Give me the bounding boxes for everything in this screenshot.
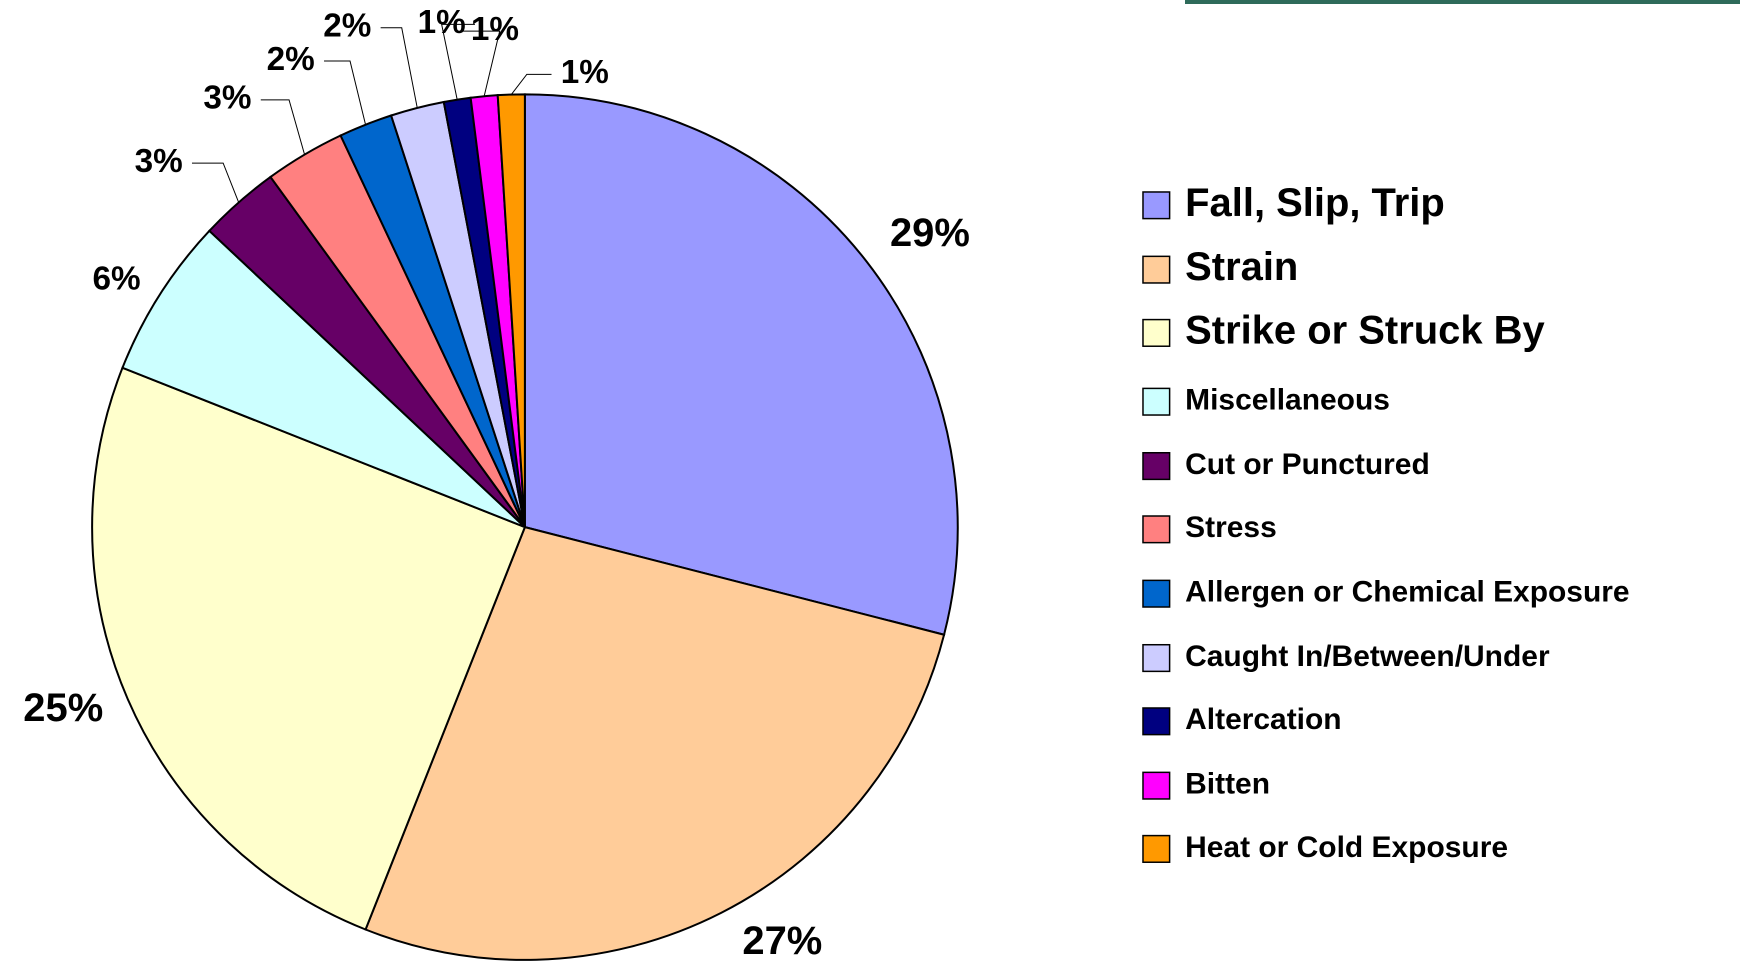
legend-label: Cut or Punctured bbox=[1185, 448, 1430, 481]
legend-swatch bbox=[1142, 707, 1171, 736]
data-label: 3% bbox=[135, 143, 183, 180]
pie-slice bbox=[364, 525, 946, 961]
leader-line bbox=[260, 99, 306, 155]
legend-swatch bbox=[1142, 318, 1171, 347]
leader-line bbox=[510, 73, 552, 95]
leader-line bbox=[324, 60, 367, 125]
legend-swatch bbox=[1142, 191, 1171, 220]
leader-line bbox=[461, 30, 501, 97]
data-label: 1% bbox=[561, 54, 609, 91]
leader-line bbox=[380, 27, 418, 109]
legend-label: Caught In/Between/Under bbox=[1185, 640, 1550, 673]
data-label: 27% bbox=[742, 919, 822, 961]
leader-line bbox=[441, 23, 475, 100]
legend-label: Stress bbox=[1185, 511, 1277, 544]
legend-label: Strain bbox=[1185, 245, 1298, 289]
data-label: 1% bbox=[418, 4, 466, 41]
data-labels: 29%27%25%6%3%3%2%2% 1% 1%1% bbox=[23, 4, 970, 961]
legend-label: Strike or Struck By bbox=[1185, 308, 1545, 352]
header-rule bbox=[1185, 0, 1740, 4]
data-label: 1% bbox=[471, 11, 519, 48]
legend-label: Altercation bbox=[1185, 703, 1341, 736]
pie bbox=[91, 93, 959, 961]
legend-swatch bbox=[1142, 771, 1171, 800]
pie-slice bbox=[91, 366, 527, 931]
data-label: 2% bbox=[323, 8, 371, 45]
legend-swatch bbox=[1142, 515, 1171, 544]
legend-label: Fall, Slip, Trip bbox=[1185, 181, 1445, 225]
legend-label: Miscellaneous bbox=[1185, 384, 1390, 417]
data-label: 29% bbox=[890, 211, 970, 255]
legend-label: Bitten bbox=[1185, 768, 1270, 801]
data-label: 2% bbox=[267, 41, 315, 78]
legend-swatch bbox=[1142, 452, 1171, 481]
data-label: 25% bbox=[23, 686, 103, 730]
legend-swatch bbox=[1142, 834, 1171, 863]
legend-swatch bbox=[1142, 387, 1171, 416]
data-label: 3% bbox=[203, 80, 251, 117]
legend-label: Allergen or Chemical Exposure bbox=[1185, 576, 1629, 609]
leader-line bbox=[191, 162, 240, 203]
legend-swatch bbox=[1142, 579, 1171, 608]
pie-slice bbox=[121, 229, 526, 529]
legend-swatch bbox=[1142, 255, 1171, 284]
pie-slice bbox=[523, 93, 959, 636]
legend-swatch bbox=[1142, 643, 1171, 673]
data-label: 6% bbox=[92, 261, 140, 298]
legend-label: Heat or Cold Exposure bbox=[1185, 831, 1508, 864]
legend: Fall, Slip, Trip Strain Strike or Struck B… bbox=[1142, 181, 1630, 864]
